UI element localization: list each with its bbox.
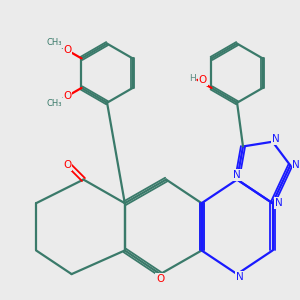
Text: CH₃: CH₃ <box>47 99 62 108</box>
Text: CH₃: CH₃ <box>47 38 62 47</box>
Text: O: O <box>63 45 71 55</box>
Text: N: N <box>274 198 282 208</box>
Text: O: O <box>63 91 71 101</box>
Text: N: N <box>233 170 241 180</box>
Text: O: O <box>156 274 164 284</box>
Text: N: N <box>236 272 244 282</box>
Text: O: O <box>199 75 207 85</box>
Text: H: H <box>189 74 196 83</box>
Text: N: N <box>292 160 300 170</box>
Text: N: N <box>272 134 279 144</box>
Text: O: O <box>63 160 71 170</box>
